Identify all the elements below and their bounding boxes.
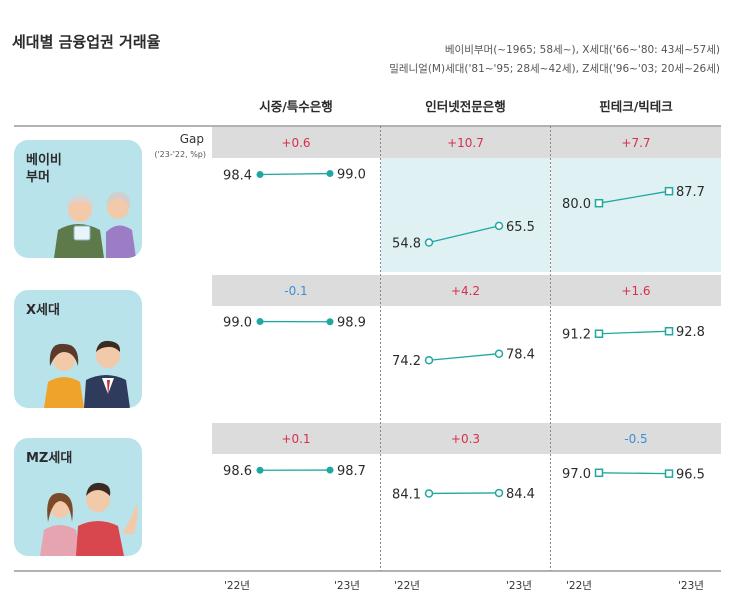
value-label-22-babyboomer-internet-bank: 54.8 [392,237,421,252]
generation-label-mz: MZ세대 [26,451,73,466]
value-label-23-babyboomer-fintech: 87.7 [676,185,705,200]
trend-line-x-fintech [598,330,670,335]
value-label-23-x-internet-bank: 78.4 [506,348,535,363]
generation-label-babyboomer: 베이비 부머 [26,153,62,185]
marker-22-babyboomer-fintech [594,198,604,208]
chart-title: 세대별 금융업권 거래율 [12,33,161,51]
marker-23-mz-commercial-bank [326,466,334,474]
column-header-internet-bank: 인터넷전문은행 [425,99,506,114]
gap-label: Gap [179,132,204,146]
x-generation-illustration [44,340,130,408]
marker-23-babyboomer-fintech [664,186,674,196]
marker-23-x-internet-bank [494,349,504,358]
axis-label-end-col1: '23년 [334,580,360,592]
gap-value-x-commercial-bank: -0.1 [284,284,307,298]
trend-line-babyboomer-fintech [598,190,670,204]
value-label-23-mz-fintech: 96.5 [676,468,705,483]
gap-sublabel: ('23-'22, %p) [154,150,206,159]
axis-label-end-col3: '23년 [678,580,704,592]
elderly-couple-illustration [54,191,136,258]
column-header-commercial-bank: 시중/특수은행 [259,99,333,114]
value-label-23-babyboomer-internet-bank: 65.5 [506,220,535,235]
gap-value-mz-internet-bank: +0.3 [451,432,480,446]
marker-23-babyboomer-internet-bank [494,221,504,231]
marker-23-x-fintech [664,326,674,336]
marker-23-mz-internet-bank [494,488,504,498]
marker-22-babyboomer-commercial-bank [256,170,264,178]
marker-22-x-commercial-bank [256,318,264,326]
value-label-23-mz-internet-bank: 84.4 [506,487,535,502]
value-label-23-babyboomer-commercial-bank: 99.0 [337,168,366,183]
gap-band-babyboomer [212,127,721,158]
value-label-22-mz-commercial-bank: 98.6 [223,464,252,479]
generation-card-babyboomer: 베이비 부머 [14,140,142,258]
marker-22-x-fintech [594,329,604,338]
value-label-22-x-fintech: 91.2 [562,328,591,343]
generation-card-x: X세대 [14,290,142,408]
gap-value-babyboomer-internet-bank: +10.7 [447,136,484,150]
gap-value-x-fintech: +1.6 [621,284,650,298]
trend-line-babyboomer-internet-bank [428,225,500,244]
column-header-fintech: 핀테크/빅테크 [599,99,673,114]
legend-line-2: 밀레니얼(M)세대('81~'95; 28세~42세), Z세대('96~'03… [389,63,720,75]
marker-22-mz-internet-bank [424,489,434,498]
gap-band-mz [212,423,721,454]
value-label-23-x-fintech: 92.8 [676,325,705,340]
value-label-22-x-internet-bank: 74.2 [392,354,421,369]
marker-22-mz-fintech [594,468,604,478]
highlight-area-babyboomer-fintech [551,158,721,272]
marker-22-x-internet-bank [424,355,434,365]
trend-line-babyboomer-commercial-bank [259,172,331,176]
axis-label-start-col1: '22년 [224,580,250,592]
value-label-22-mz-internet-bank: 84.1 [392,487,421,502]
gap-value-x-internet-bank: +4.2 [451,284,480,298]
value-label-22-babyboomer-commercial-bank: 98.4 [223,168,252,183]
highlight-area-babyboomer-internet-bank [381,158,550,272]
value-label-22-x-commercial-bank: 99.0 [223,316,252,331]
trend-line-mz-fintech [598,472,670,475]
marker-23-x-commercial-bank [326,318,334,326]
marker-23-babyboomer-commercial-bank [326,170,334,178]
mz-generation-illustration [40,482,138,556]
gap-value-mz-commercial-bank: +0.1 [281,432,310,446]
legend-line-1: 베이비부머(~1965; 58세~), X세대('66~'80: 43세~57세… [444,44,720,56]
axis-label-start-col2: '22년 [394,580,420,592]
axis-label-start-col3: '22년 [566,580,592,592]
gap-value-babyboomer-fintech: +7.7 [621,136,650,150]
marker-23-mz-fintech [664,469,674,478]
value-label-22-babyboomer-fintech: 80.0 [562,197,591,212]
gap-band-x [212,275,721,306]
trend-line-x-internet-bank [428,353,500,361]
value-label-23-x-commercial-bank: 98.9 [337,316,366,331]
marker-22-babyboomer-internet-bank [424,238,434,247]
gap-value-babyboomer-commercial-bank: +0.6 [281,136,310,150]
gap-value-mz-fintech: -0.5 [624,432,647,446]
marker-22-mz-commercial-bank [256,466,264,474]
value-label-22-mz-fintech: 97.0 [562,467,591,482]
value-label-23-mz-commercial-bank: 98.7 [337,464,366,479]
generation-card-mz: MZ세대 [14,438,142,556]
axis-label-end-col2: '23년 [506,580,532,592]
generation-label-x: X세대 [26,303,60,318]
